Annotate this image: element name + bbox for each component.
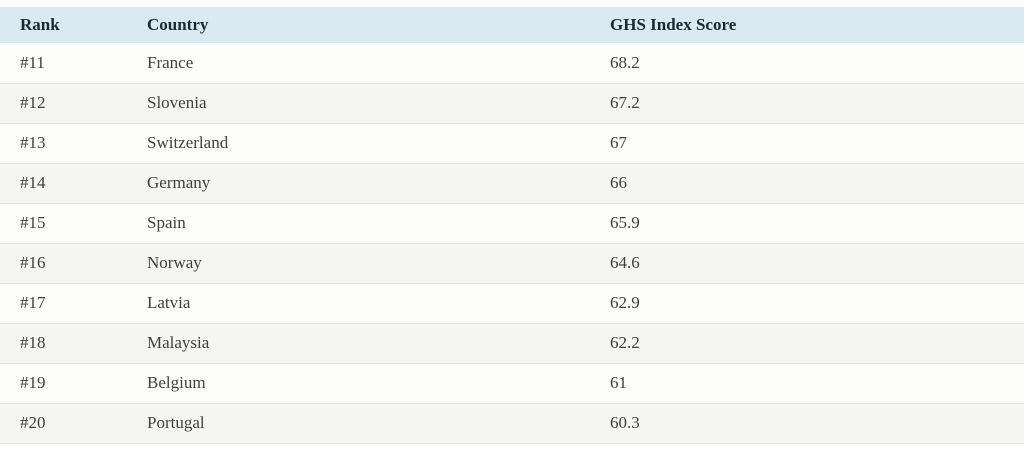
rank-cell: #18: [0, 323, 127, 364]
country-cell: Slovenia: [127, 83, 590, 124]
country-cell: Belgium: [127, 363, 590, 404]
table-row: #14 Germany 66: [0, 163, 1024, 204]
country-cell: Spain: [127, 203, 590, 244]
table-body: #11 France 68.2 #12 Slovenia 67.2 #13 Sw…: [0, 43, 1024, 444]
score-cell: 67.2: [590, 83, 1024, 124]
column-header-score: GHS Index Score: [590, 7, 1024, 43]
country-cell: France: [127, 43, 590, 84]
score-cell: 62.2: [590, 323, 1024, 364]
score-cell: 66: [590, 163, 1024, 204]
score-cell: 61: [590, 363, 1024, 404]
score-cell: 62.9: [590, 283, 1024, 324]
ghs-index-table-container: Rank Country GHS Index Score #11 France …: [0, 7, 1024, 444]
column-header-rank: Rank: [0, 7, 127, 43]
country-cell: Malaysia: [127, 323, 590, 364]
country-cell: Norway: [127, 243, 590, 284]
country-cell: Portugal: [127, 403, 590, 444]
table-row: #13 Switzerland 67: [0, 123, 1024, 164]
country-cell: Switzerland: [127, 123, 590, 164]
rank-cell: #13: [0, 123, 127, 164]
rank-cell: #16: [0, 243, 127, 284]
country-cell: Latvia: [127, 283, 590, 324]
rank-cell: #14: [0, 163, 127, 204]
table-row: #19 Belgium 61: [0, 363, 1024, 404]
score-cell: 60.3: [590, 403, 1024, 444]
table-header-row: Rank Country GHS Index Score: [0, 7, 1024, 43]
table-row: #18 Malaysia 62.2: [0, 323, 1024, 364]
table-header: Rank Country GHS Index Score: [0, 7, 1024, 43]
rank-cell: #11: [0, 43, 127, 84]
table-row: #16 Norway 64.6: [0, 243, 1024, 284]
table-row: #20 Portugal 60.3: [0, 403, 1024, 444]
country-cell: Germany: [127, 163, 590, 204]
score-cell: 68.2: [590, 43, 1024, 84]
rank-cell: #12: [0, 83, 127, 124]
table-row: #15 Spain 65.9: [0, 203, 1024, 244]
table-row: #12 Slovenia 67.2: [0, 83, 1024, 124]
rank-cell: #17: [0, 283, 127, 324]
rank-cell: #20: [0, 403, 127, 444]
score-cell: 64.6: [590, 243, 1024, 284]
score-cell: 65.9: [590, 203, 1024, 244]
column-header-country: Country: [127, 7, 590, 43]
score-cell: 67: [590, 123, 1024, 164]
table-row: #11 France 68.2: [0, 43, 1024, 84]
ghs-index-table: Rank Country GHS Index Score #11 France …: [0, 7, 1024, 444]
rank-cell: #19: [0, 363, 127, 404]
table-row: #17 Latvia 62.9: [0, 283, 1024, 324]
rank-cell: #15: [0, 203, 127, 244]
